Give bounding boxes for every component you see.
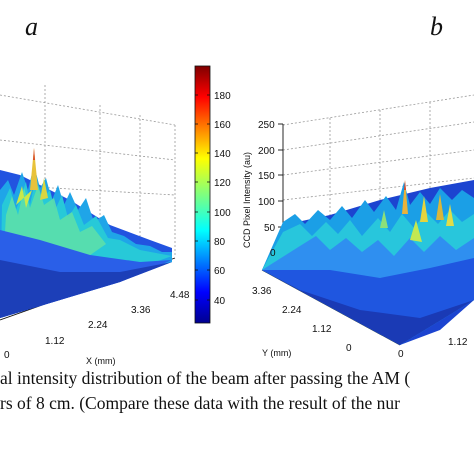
- panel-b-surface: [262, 180, 474, 345]
- figure-caption: al intensity distribution of the beam af…: [0, 366, 474, 416]
- caption-line-1: al intensity distribution of the beam af…: [0, 368, 411, 388]
- colorbar-tick-180: 180: [214, 91, 231, 102]
- a-x-tick-0: 0: [4, 350, 10, 361]
- b-z-tick-150: 150: [258, 171, 275, 182]
- colorbar-tick-40: 40: [214, 296, 226, 307]
- b-y-tick-336: 3.36: [252, 286, 272, 297]
- b-y-tick-0: 0: [346, 343, 352, 354]
- panel-a-letter: a: [25, 12, 38, 41]
- colorbar-tick-160: 160: [214, 120, 231, 131]
- b-x-tick-112: 1.12: [448, 337, 468, 348]
- b-y-tick-112: 1.12: [312, 324, 332, 335]
- colorbar-tick-80: 80: [214, 237, 226, 248]
- panel-a-surface: [0, 148, 172, 318]
- a-x-tick-2: 2.24: [88, 320, 108, 331]
- panel-b-z-ticks: 0 50 100 150 200 250 CCD Pixel Intensity…: [242, 120, 276, 259]
- colorbar: 40 60 80 100 120 140 160 180: [194, 65, 231, 324]
- b-z-label: CCD Pixel Intensity (au): [242, 152, 252, 248]
- a-x-label: X (mm): [86, 356, 116, 366]
- a-x-tick-4: 4.48: [170, 290, 190, 301]
- b-y-label: Y (mm): [262, 348, 291, 358]
- a-x-tick-3: 3.36: [131, 305, 151, 316]
- caption-line-2: rs of 8 cm. (Compare these data with the…: [0, 393, 400, 413]
- b-z-tick-200: 200: [258, 146, 275, 157]
- figure-canvas: 0 1.12 2.24 3.36 4.48 X (mm) 40 60 80 10…: [0, 65, 474, 366]
- panel-b-y-ticks: 3.36 2.24 1.12 0 Y (mm): [252, 286, 352, 358]
- b-z-tick-100: 100: [258, 197, 275, 208]
- colorbar-tick-140: 140: [214, 149, 231, 160]
- b-z-tick-250: 250: [258, 120, 275, 131]
- colorbar-tick-100: 100: [214, 208, 231, 219]
- b-z-tick-0: 0: [270, 248, 276, 259]
- b-y-tick-224: 2.24: [282, 305, 302, 316]
- colorbar-tick-120: 120: [214, 178, 231, 189]
- panel-b-letter: b: [430, 12, 443, 41]
- a-x-tick-1: 1.12: [45, 336, 65, 347]
- panel-b-x-ticks: 0 1.12: [398, 337, 468, 360]
- colorbar-tick-60: 60: [214, 266, 226, 277]
- panel-a-x-ticks: 0 1.12 2.24 3.36 4.48 X (mm): [4, 290, 190, 366]
- b-x-tick-0: 0: [398, 349, 404, 360]
- b-z-tick-50: 50: [264, 223, 276, 234]
